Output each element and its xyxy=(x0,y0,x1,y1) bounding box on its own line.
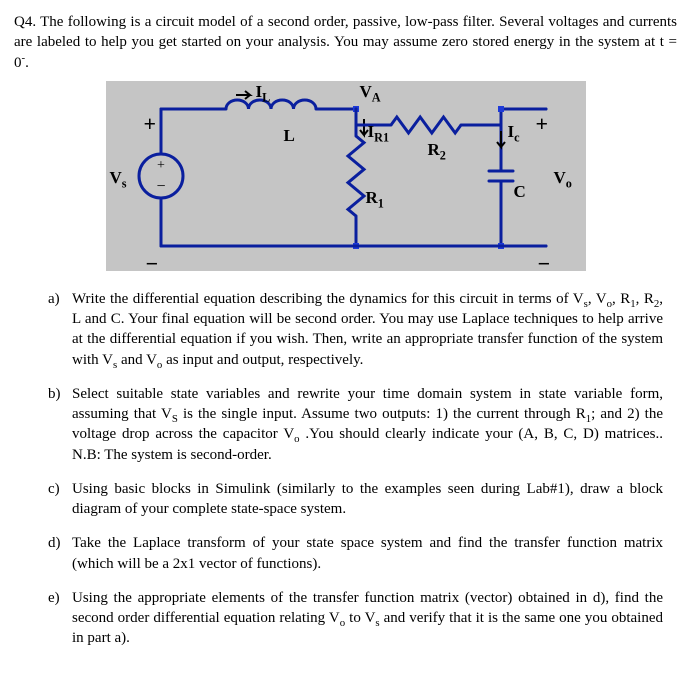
part-c: c) Using basic blocks in Simulink (simil… xyxy=(48,479,663,520)
label-plus-left: + xyxy=(144,109,157,139)
circuit-figure: +− + + − − Vs Vo IL VA IR1 Ic L R1 R2 C xyxy=(14,81,677,271)
part-d: d) Take the Laplace transform of your st… xyxy=(48,533,663,574)
part-b-text: Select suitable state variables and rewr… xyxy=(72,386,663,463)
part-d-text: Take the Laplace transform of your state… xyxy=(72,535,663,571)
part-a-letter: a) xyxy=(48,289,60,309)
part-e: e) Using the appropriate elements of the… xyxy=(48,588,663,649)
label-R2: R2 xyxy=(428,139,446,162)
question-parts: a) Write the differential equation descr… xyxy=(48,289,663,649)
part-d-letter: d) xyxy=(48,533,61,553)
part-e-text: Using the appropriate elements of the tr… xyxy=(72,590,663,647)
part-c-letter: c) xyxy=(48,479,60,499)
question-prefix: Q4. xyxy=(14,14,36,30)
part-c-text: Using basic blocks in Simulink (similarl… xyxy=(72,481,663,517)
part-b: b) Select suitable state variables and r… xyxy=(48,384,663,465)
label-L: L xyxy=(284,125,295,148)
question-intro: Q4. The following is a circuit model of … xyxy=(14,12,677,73)
label-plus-right: + xyxy=(536,109,549,139)
label-Vs: Vs xyxy=(110,167,127,190)
label-VA: VA xyxy=(360,81,381,104)
label-minus-right: − xyxy=(538,249,551,279)
part-a: a) Write the differential equation descr… xyxy=(48,289,663,370)
label-IL: IL xyxy=(256,81,271,104)
circuit-canvas: +− + + − − Vs Vo IL VA IR1 Ic L R1 R2 C xyxy=(106,81,586,271)
label-Ic: Ic xyxy=(508,121,520,144)
label-IR1: IR1 xyxy=(368,121,390,144)
part-b-letter: b) xyxy=(48,384,61,404)
part-a-text: Write the differential equation describi… xyxy=(72,291,663,368)
intro-text: The following is a circuit model of a se… xyxy=(14,14,677,71)
label-R1: R1 xyxy=(366,187,384,210)
label-C: C xyxy=(514,181,526,204)
circuit-svg: +− xyxy=(106,81,586,271)
label-Vo: Vo xyxy=(554,167,572,190)
svg-text:+: + xyxy=(157,158,165,173)
svg-text:−: − xyxy=(156,178,165,195)
label-minus-left: − xyxy=(146,249,159,279)
part-e-letter: e) xyxy=(48,588,60,608)
